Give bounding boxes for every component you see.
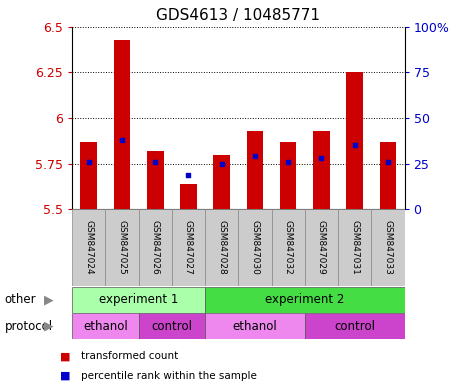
- Point: [251, 153, 259, 159]
- Text: control: control: [151, 319, 193, 333]
- Bar: [372, 209, 405, 286]
- Text: ▶: ▶: [44, 293, 54, 306]
- Bar: [213, 155, 230, 209]
- Point: [318, 155, 325, 161]
- Text: protocol: protocol: [5, 319, 53, 333]
- Bar: [239, 209, 272, 286]
- Text: transformed count: transformed count: [81, 351, 179, 361]
- Bar: [72, 287, 205, 313]
- Point: [351, 142, 359, 149]
- Point: [118, 137, 126, 143]
- Text: GSM847031: GSM847031: [350, 220, 359, 275]
- Point: [285, 159, 292, 165]
- Bar: [205, 313, 305, 339]
- Point: [85, 159, 93, 165]
- Text: ■: ■: [60, 351, 71, 361]
- Text: GSM847027: GSM847027: [184, 220, 193, 275]
- Bar: [205, 287, 405, 313]
- Text: GSM847024: GSM847024: [84, 220, 93, 275]
- Text: experiment 2: experiment 2: [265, 293, 345, 306]
- Bar: [105, 209, 139, 286]
- Bar: [305, 313, 405, 339]
- Bar: [379, 142, 396, 209]
- Bar: [313, 131, 330, 209]
- Bar: [172, 209, 205, 286]
- Bar: [346, 73, 363, 209]
- Text: GSM847026: GSM847026: [151, 220, 159, 275]
- Text: control: control: [334, 319, 375, 333]
- Text: experiment 1: experiment 1: [99, 293, 178, 306]
- Bar: [72, 209, 105, 286]
- Text: GSM847025: GSM847025: [118, 220, 126, 275]
- Text: ■: ■: [60, 371, 71, 381]
- Bar: [147, 151, 164, 209]
- Text: GSM847030: GSM847030: [251, 220, 259, 275]
- Bar: [139, 313, 205, 339]
- Bar: [272, 209, 305, 286]
- Bar: [80, 142, 97, 209]
- Point: [218, 161, 226, 167]
- Bar: [280, 142, 297, 209]
- Text: GSM847028: GSM847028: [217, 220, 226, 275]
- Text: ethanol: ethanol: [232, 319, 277, 333]
- Bar: [180, 184, 197, 209]
- Bar: [305, 209, 338, 286]
- Text: other: other: [5, 293, 36, 306]
- Bar: [246, 131, 263, 209]
- Point: [185, 172, 192, 178]
- Bar: [338, 209, 371, 286]
- Bar: [113, 40, 130, 209]
- Text: GSM847029: GSM847029: [317, 220, 326, 275]
- Text: ethanol: ethanol: [83, 319, 128, 333]
- Point: [152, 159, 159, 165]
- Bar: [139, 209, 172, 286]
- Bar: [205, 209, 239, 286]
- Title: GDS4613 / 10485771: GDS4613 / 10485771: [156, 8, 320, 23]
- Point: [384, 159, 392, 165]
- Text: GSM847032: GSM847032: [284, 220, 292, 275]
- Text: ▶: ▶: [44, 319, 54, 333]
- Text: percentile rank within the sample: percentile rank within the sample: [81, 371, 257, 381]
- Text: GSM847033: GSM847033: [384, 220, 392, 275]
- Bar: [72, 313, 139, 339]
